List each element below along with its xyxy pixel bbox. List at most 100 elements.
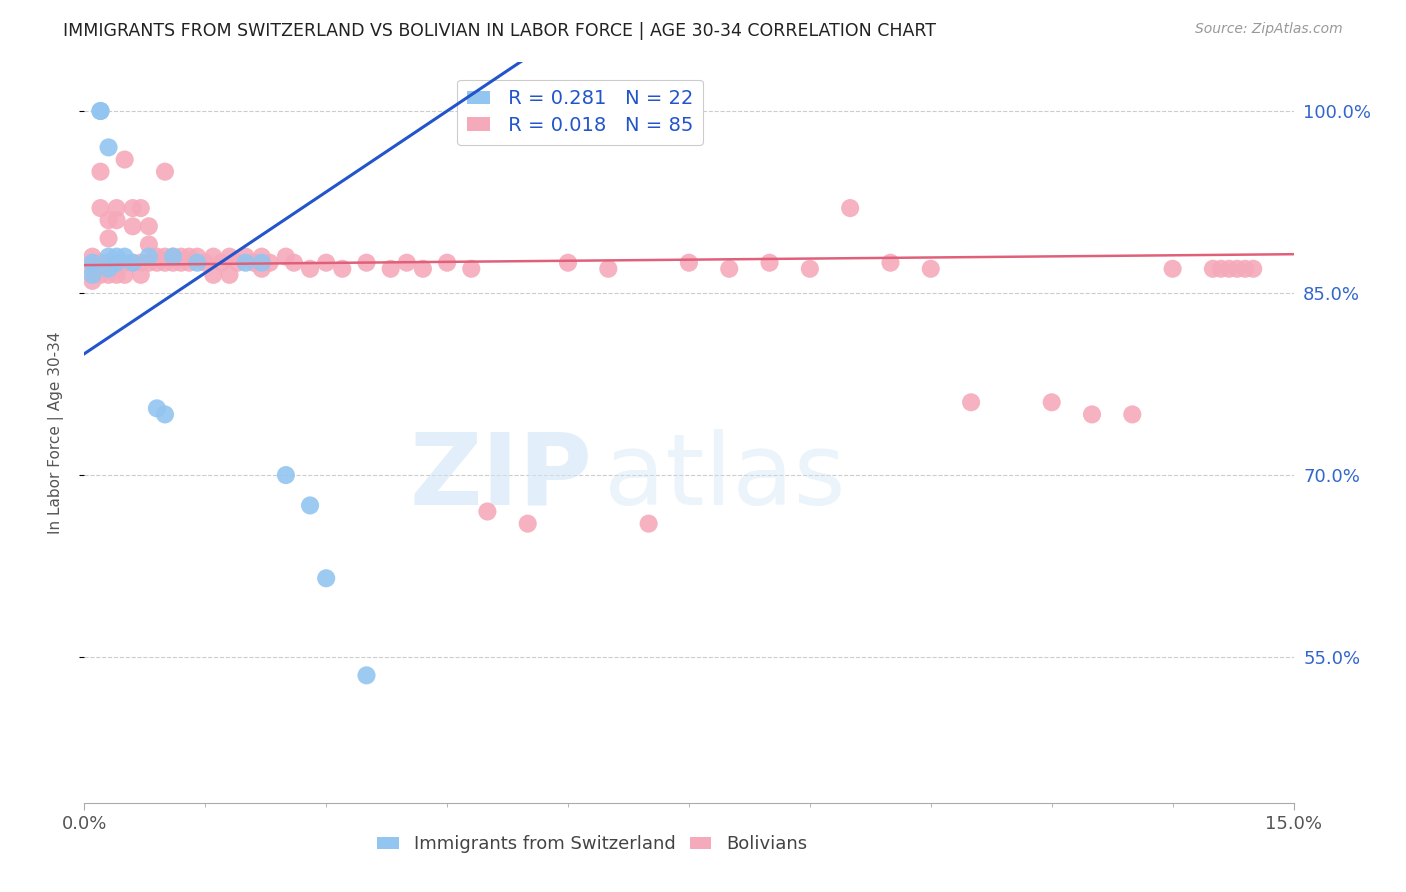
Point	[235, 256, 257, 270]
Point	[879, 256, 901, 270]
Point	[678, 256, 700, 270]
Point	[920, 261, 942, 276]
Point	[153, 408, 176, 422]
Point	[82, 268, 104, 282]
Point	[82, 261, 104, 276]
Point	[162, 250, 184, 264]
Point	[97, 268, 120, 282]
Point	[82, 250, 104, 264]
Y-axis label: In Labor Force | Age 30-34: In Labor Force | Age 30-34	[48, 331, 63, 534]
Point	[202, 250, 225, 264]
Point	[235, 250, 257, 264]
Point	[89, 201, 111, 215]
Point	[105, 201, 128, 215]
Point	[758, 256, 780, 270]
Point	[138, 256, 160, 270]
Point	[146, 250, 169, 264]
Point	[1202, 261, 1225, 276]
Point	[380, 261, 402, 276]
Point	[89, 103, 111, 118]
Point	[162, 250, 184, 264]
Point	[89, 268, 111, 282]
Point	[82, 256, 104, 270]
Point	[179, 256, 201, 270]
Point	[283, 256, 305, 270]
Point	[170, 250, 193, 264]
Point	[516, 516, 538, 531]
Point	[97, 140, 120, 154]
Point	[129, 201, 152, 215]
Point	[114, 153, 136, 167]
Legend: Immigrants from Switzerland, Bolivians: Immigrants from Switzerland, Bolivians	[370, 828, 814, 861]
Point	[138, 219, 160, 234]
Point	[1121, 408, 1143, 422]
Point	[718, 261, 741, 276]
Point	[114, 256, 136, 270]
Point	[330, 261, 353, 276]
Point	[1040, 395, 1063, 409]
Point	[218, 250, 240, 264]
Point	[162, 256, 184, 270]
Point	[250, 250, 273, 264]
Point	[1234, 261, 1257, 276]
Point	[477, 504, 499, 518]
Point	[218, 268, 240, 282]
Point	[356, 256, 378, 270]
Point	[153, 164, 176, 178]
Point	[89, 103, 111, 118]
Text: Source: ZipAtlas.com: Source: ZipAtlas.com	[1195, 22, 1343, 37]
Point	[121, 219, 143, 234]
Point	[129, 268, 152, 282]
Point	[226, 256, 249, 270]
Point	[412, 261, 434, 276]
Text: ZIP: ZIP	[409, 428, 592, 525]
Point	[186, 250, 208, 264]
Point	[460, 261, 482, 276]
Point	[105, 256, 128, 270]
Point	[121, 201, 143, 215]
Point	[250, 256, 273, 270]
Point	[1161, 261, 1184, 276]
Point	[97, 213, 120, 227]
Point	[1209, 261, 1232, 276]
Point	[250, 261, 273, 276]
Point	[1218, 261, 1240, 276]
Point	[146, 401, 169, 416]
Point	[97, 261, 120, 276]
Point	[114, 268, 136, 282]
Point	[839, 201, 862, 215]
Point	[153, 250, 176, 264]
Point	[146, 256, 169, 270]
Point	[1226, 261, 1249, 276]
Point	[121, 256, 143, 270]
Point	[395, 256, 418, 270]
Point	[356, 668, 378, 682]
Point	[315, 256, 337, 270]
Point	[97, 250, 120, 264]
Text: atlas: atlas	[605, 428, 846, 525]
Text: IMMIGRANTS FROM SWITZERLAND VS BOLIVIAN IN LABOR FORCE | AGE 30-34 CORRELATION C: IMMIGRANTS FROM SWITZERLAND VS BOLIVIAN …	[63, 22, 936, 40]
Point	[799, 261, 821, 276]
Point	[299, 261, 322, 276]
Point	[89, 164, 111, 178]
Point	[1081, 408, 1104, 422]
Point	[202, 268, 225, 282]
Point	[299, 499, 322, 513]
Point	[436, 256, 458, 270]
Point	[315, 571, 337, 585]
Point	[138, 237, 160, 252]
Point	[274, 250, 297, 264]
Point	[105, 250, 128, 264]
Point	[89, 256, 111, 270]
Point	[274, 468, 297, 483]
Point	[138, 250, 160, 264]
Point	[105, 256, 128, 270]
Point	[114, 250, 136, 264]
Point	[97, 231, 120, 245]
Point	[1241, 261, 1264, 276]
Point	[186, 256, 208, 270]
Point	[105, 268, 128, 282]
Point	[105, 213, 128, 227]
Point	[557, 256, 579, 270]
Point	[637, 516, 659, 531]
